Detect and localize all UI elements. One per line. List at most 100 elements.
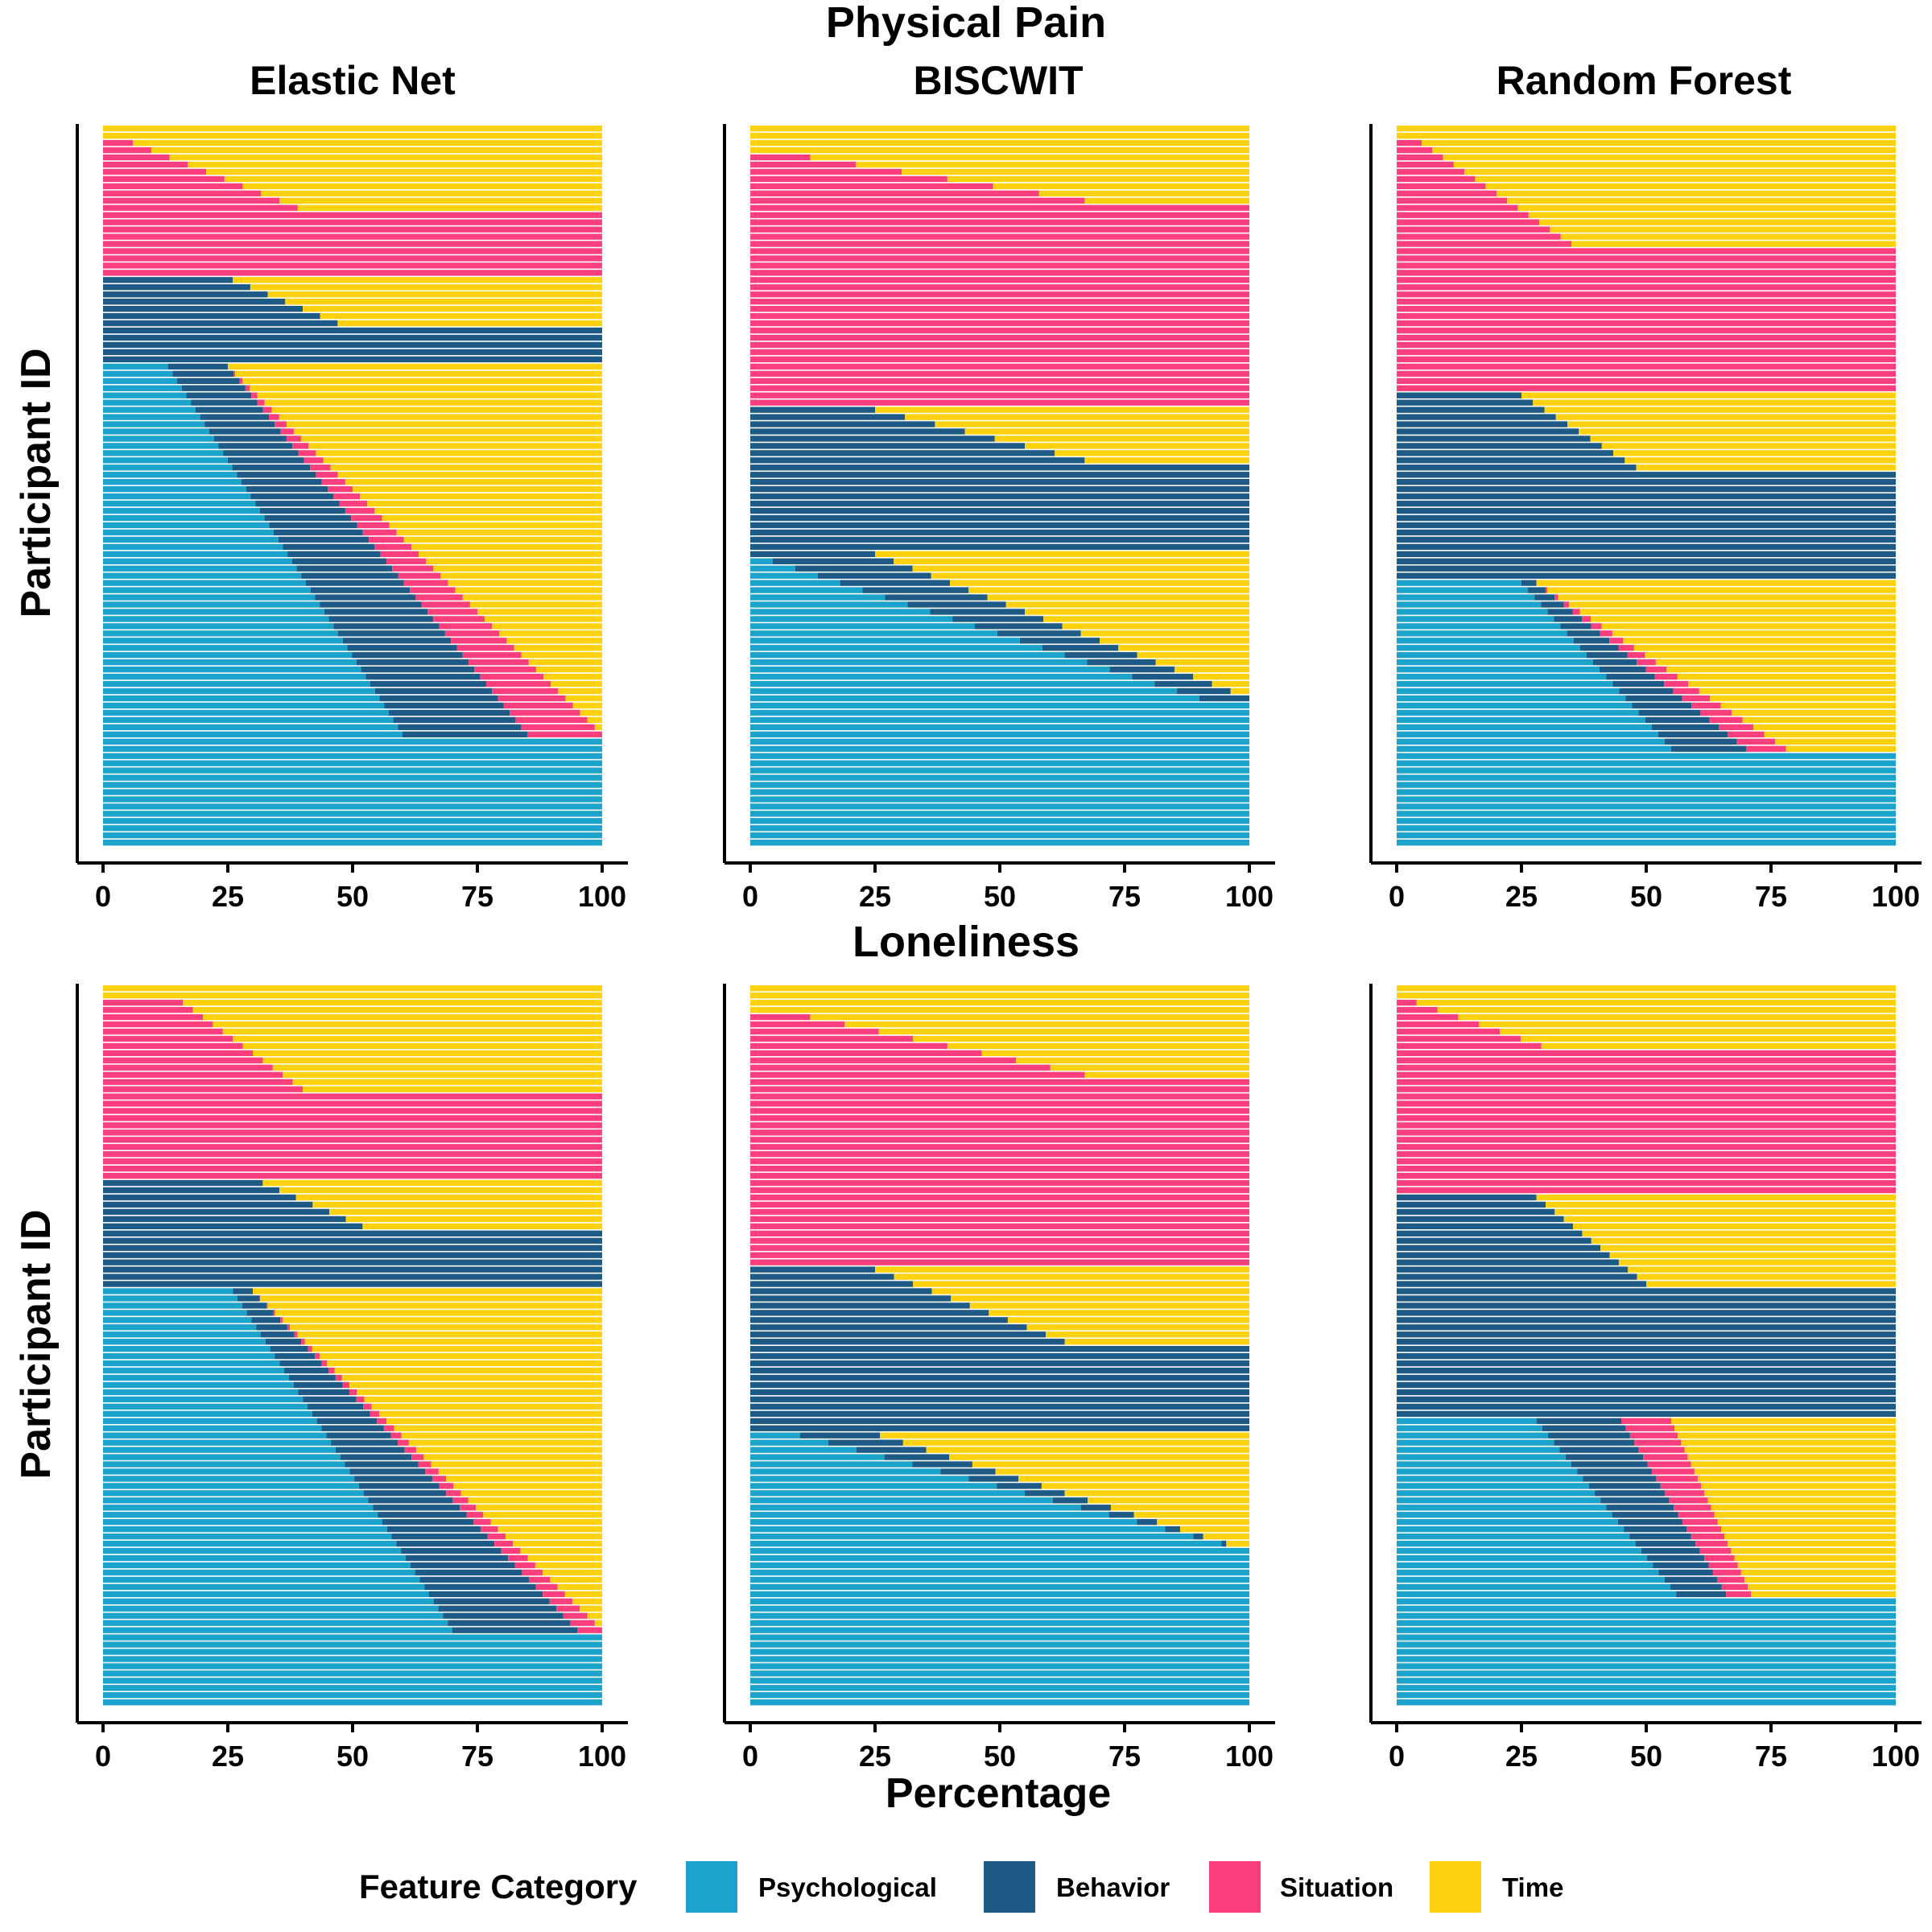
bar-segment-situation — [750, 1151, 1249, 1158]
bar-segment-behavior — [1052, 1497, 1088, 1504]
bar-segment-situation — [103, 1151, 602, 1158]
x-tick-label: 25 — [1505, 1740, 1538, 1773]
bar-segment-situation — [103, 1035, 233, 1042]
bar-segment-time — [460, 1490, 602, 1496]
bar-segment-situation — [1686, 1526, 1722, 1533]
bar-segment-psychological — [750, 1569, 1249, 1576]
bar-segment-situation — [750, 1108, 1249, 1114]
bar-segment-time — [1520, 1035, 1896, 1042]
bar-segment-situation — [1645, 667, 1667, 673]
bar-segment-psychological — [750, 616, 953, 622]
bar-segment-psychological — [103, 1512, 378, 1518]
bar-segment-time — [856, 161, 1249, 168]
bar-segment-situation — [266, 1302, 268, 1309]
bar-segment-time — [1744, 1576, 1896, 1583]
bar-segment-time — [1397, 126, 1896, 132]
bar-segment-time — [267, 1302, 602, 1309]
bar-segment-psychological — [103, 673, 366, 680]
bar-segment-behavior — [1528, 587, 1546, 593]
bar-segment-psychological — [103, 572, 302, 579]
bar-segment-psychological — [1397, 1468, 1578, 1475]
bar-segment-behavior — [1397, 407, 1545, 413]
bar-segment-psychological — [1397, 1634, 1896, 1641]
bar-segment-situation — [503, 702, 573, 709]
bar-segment-situation — [750, 1071, 1085, 1078]
bar-segment-situation — [1665, 1490, 1705, 1496]
bar-segment-psychological — [750, 1483, 997, 1489]
bar-segment-time — [1558, 594, 1896, 601]
bar-segment-psychological — [103, 414, 200, 420]
bar-segment-behavior — [1600, 667, 1646, 673]
bar-segment-psychological — [1397, 1620, 1896, 1626]
bar-segment-behavior — [279, 1360, 322, 1367]
bar-segment-psychological — [750, 1598, 1249, 1604]
bar-segment-situation — [750, 1194, 1249, 1201]
bar-segment-behavior — [750, 443, 1025, 449]
bar-segment-behavior — [288, 1374, 336, 1381]
bar-segment-situation — [251, 392, 258, 398]
bar-segment-situation — [103, 1108, 602, 1114]
bar-segment-behavior — [452, 1627, 577, 1633]
bar-segment-behavior — [907, 601, 1006, 608]
bar-segment-time — [1734, 1554, 1896, 1562]
bar-segment-psychological — [103, 1554, 406, 1562]
bar-segment-psychological — [750, 825, 1249, 832]
x-tick-label: 100 — [1872, 880, 1920, 913]
bar-segment-behavior — [191, 399, 258, 406]
panel-physical-pain-elastic-net: 0 25 50 75 100 — [76, 124, 628, 913]
x-axis-label: Percentage — [886, 1770, 1111, 1817]
bar-segment-situation — [750, 1166, 1249, 1172]
bar-segment-behavior — [103, 1216, 346, 1223]
bar-segment-behavior — [750, 1381, 1249, 1389]
bar-segment-time — [1088, 1497, 1249, 1504]
bar-segment-psychological — [1397, 1591, 1677, 1597]
bar-segment-behavior — [227, 457, 304, 464]
bar-segment-behavior — [1397, 558, 1896, 564]
bar-segment-time — [297, 1331, 602, 1338]
bar-segment-situation — [103, 175, 225, 183]
bar-segment-behavior — [186, 392, 252, 398]
bar-segment-behavior — [1571, 1461, 1648, 1468]
bar-segment-psychological — [1397, 1505, 1607, 1511]
bar-segment-behavior — [750, 479, 1249, 485]
bar-segment-situation — [1682, 1519, 1718, 1525]
bar-segment-situation — [103, 1028, 223, 1035]
bar-segment-time — [931, 1288, 1249, 1294]
bar-segment-time — [283, 1071, 602, 1078]
bar-segment-behavior — [255, 500, 340, 507]
bar-segment-situation — [1397, 1006, 1438, 1013]
bar-segment-psychological — [1397, 818, 1896, 824]
bar-segment-behavior — [750, 1352, 1249, 1360]
bar-segment-situation — [473, 1519, 491, 1525]
bar-segment-behavior — [1397, 421, 1568, 427]
bar-segment-situation — [1397, 197, 1508, 204]
bar-segment-psychological — [103, 774, 602, 781]
bar-segment-situation — [1397, 262, 1896, 269]
bar-segment-behavior — [1676, 1591, 1727, 1597]
bar-segment-situation — [103, 1013, 203, 1021]
bar-segment-situation — [1397, 1115, 1896, 1121]
bar-segment-situation — [1397, 1166, 1896, 1172]
bar-segment-psychological — [103, 500, 256, 507]
bar-segment-behavior — [1612, 1512, 1678, 1518]
bar-segment-situation — [460, 1505, 477, 1511]
bar-segment-situation — [377, 1418, 387, 1424]
bar-segment-situation — [1397, 312, 1896, 320]
bar-segment-behavior — [1542, 1425, 1626, 1431]
bar-segment-psychological — [103, 1526, 387, 1533]
bar-segment-situation — [543, 1591, 565, 1597]
bar-segment-time — [1475, 175, 1896, 183]
bar-segment-psychological — [750, 803, 1249, 810]
x-tick-label: 50 — [336, 1740, 369, 1773]
legend: Feature Category Psychological Behavior … — [359, 1861, 1563, 1913]
bar-segment-situation — [103, 233, 602, 240]
bar-segment-behavior — [750, 522, 1249, 529]
bar-segment-time — [1458, 1013, 1896, 1021]
bar-segment-behavior — [1638, 709, 1701, 716]
bar-segment-behavior — [204, 421, 275, 427]
bar-segment-behavior — [1671, 745, 1746, 752]
bar-segment-situation — [245, 385, 250, 391]
bar-segment-time — [206, 168, 602, 175]
bar-segment-time — [993, 183, 1249, 190]
bar-segment-situation — [1397, 1050, 1896, 1056]
